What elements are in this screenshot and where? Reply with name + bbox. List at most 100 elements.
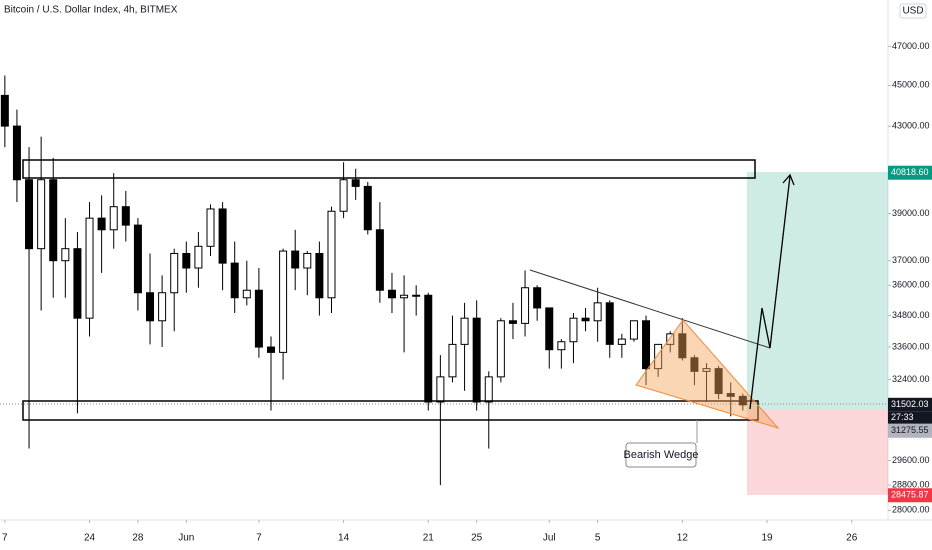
candle-body xyxy=(133,224,142,294)
y-tick-label: 47000.00 xyxy=(892,41,930,51)
candle-body xyxy=(617,338,626,345)
candle-body xyxy=(230,262,239,299)
y-tick-label: 28800.00 xyxy=(892,479,930,489)
x-tick-label: 12 xyxy=(677,533,689,544)
candle-body xyxy=(436,376,445,403)
arrow-head xyxy=(782,173,795,186)
candle-body xyxy=(291,250,300,269)
candle-body xyxy=(424,294,433,403)
x-tick-label: 7 xyxy=(2,533,8,544)
price-label: 28475.87 xyxy=(891,490,929,500)
countdown: 27:33 xyxy=(891,412,914,422)
x-tick-label: 14 xyxy=(338,533,350,544)
x-tick-label: 24 xyxy=(84,533,96,544)
price-label: 40818.60 xyxy=(891,167,929,177)
currency-button[interactable] xyxy=(899,3,927,19)
candle-body xyxy=(400,294,409,299)
candle-body xyxy=(242,289,251,299)
candle-body xyxy=(158,292,167,322)
candle-body xyxy=(375,229,384,291)
x-tick-label: Jul xyxy=(543,533,556,544)
y-tick-label: 43000.00 xyxy=(892,120,930,130)
candle-body xyxy=(146,292,155,322)
candle-body xyxy=(557,341,566,351)
candle-body xyxy=(109,206,118,231)
y-tick-label: 34800.00 xyxy=(892,310,930,320)
annotation-box xyxy=(625,442,697,468)
candle-body xyxy=(97,217,106,231)
x-tick-label: 21 xyxy=(423,533,435,544)
candle-body xyxy=(666,333,675,345)
candle-body xyxy=(412,294,421,297)
candle-body xyxy=(12,125,21,181)
candle-body xyxy=(690,357,699,372)
x-tick-label: 19 xyxy=(761,533,773,544)
candle-body xyxy=(508,320,517,324)
candle-body xyxy=(363,185,372,231)
candle-body xyxy=(279,250,288,353)
candle-body xyxy=(315,252,324,299)
candle-body xyxy=(533,287,542,309)
resistance-box xyxy=(22,159,756,179)
price-label: 31502.03 xyxy=(891,399,929,409)
y-tick-label: 45000.00 xyxy=(892,80,930,90)
candle-body xyxy=(593,302,602,322)
candle-body xyxy=(581,317,590,322)
candle-body xyxy=(61,248,70,262)
candle-body xyxy=(605,302,614,345)
x-tick-label: Jun xyxy=(178,533,194,544)
candle-body xyxy=(521,287,530,324)
candle-body xyxy=(170,252,179,294)
annotation-text: Bearish Wedge xyxy=(623,449,698,461)
candle-body xyxy=(206,208,215,247)
candle-body xyxy=(642,320,651,370)
y-tick-label: 36000.00 xyxy=(892,280,930,290)
candle-body xyxy=(25,179,34,250)
currency-label[interactable]: USD xyxy=(902,6,923,17)
candle-body xyxy=(218,208,227,264)
candle-body xyxy=(0,94,9,127)
price-label-box xyxy=(888,397,932,412)
x-tick-label: 25 xyxy=(471,533,483,544)
wedge xyxy=(635,319,780,429)
y-tick-label: 29600.00 xyxy=(892,455,930,465)
candle-body xyxy=(472,317,481,403)
candle-body xyxy=(266,346,275,353)
trendline xyxy=(529,269,771,349)
price-label-box xyxy=(888,423,932,438)
candle-body xyxy=(303,252,312,269)
candle-body xyxy=(545,307,554,351)
x-tick-label: 26 xyxy=(846,533,858,544)
candle-body xyxy=(714,368,723,395)
candle-body xyxy=(254,289,263,348)
candle-body xyxy=(702,368,711,372)
price-label-box xyxy=(888,165,932,180)
y-tick-label: 32400.00 xyxy=(892,374,930,384)
candle-body xyxy=(327,210,336,299)
candle-body xyxy=(182,252,191,269)
y-tick-label: 37000.00 xyxy=(892,255,930,265)
candle-body xyxy=(496,320,505,378)
candle-body xyxy=(194,245,203,269)
y-tick-label: 28000.00 xyxy=(892,505,930,515)
y-tick-label: 39000.00 xyxy=(892,208,930,218)
candle-body xyxy=(351,179,360,187)
candle-body xyxy=(73,248,82,319)
chart-title: Bitcoin / U.S. Dollar Index, 4h, BITMEX xyxy=(4,5,178,16)
x-tick-label: 7 xyxy=(256,533,262,544)
long-target-zone xyxy=(747,172,888,409)
candle-body xyxy=(460,317,469,345)
candle-body xyxy=(678,333,687,359)
projection-arrow xyxy=(749,175,791,410)
candle-body xyxy=(484,376,493,403)
candle-body xyxy=(654,343,663,370)
y-tick-label: 33600.00 xyxy=(892,341,930,351)
candle-body xyxy=(726,393,735,397)
candle-body xyxy=(339,179,348,212)
candle-body xyxy=(121,206,130,226)
candle-body xyxy=(569,317,578,343)
candle-body xyxy=(448,343,457,378)
countdown-box xyxy=(888,411,932,424)
